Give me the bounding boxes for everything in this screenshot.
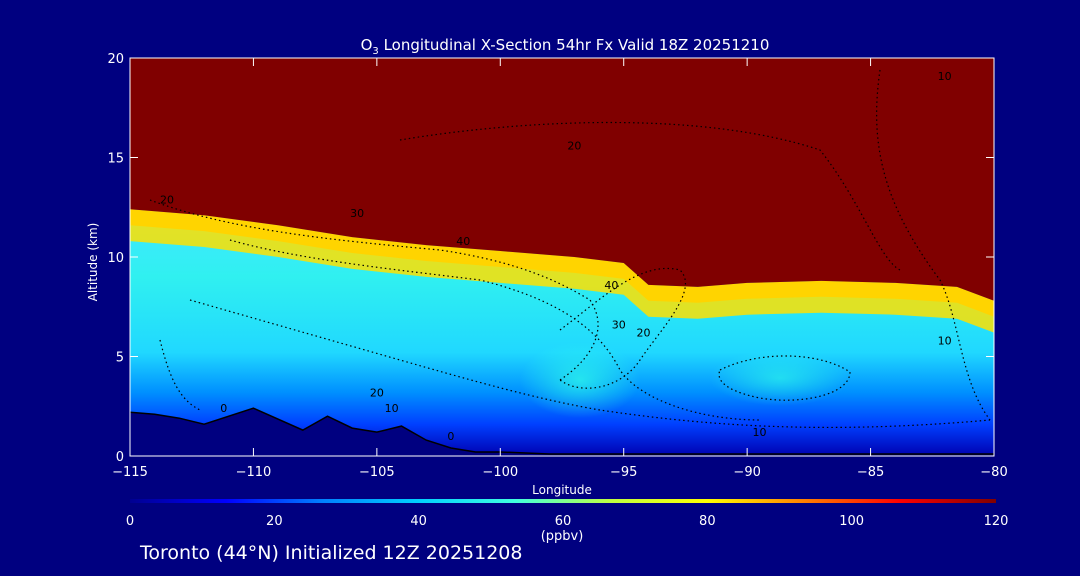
x-tick-label: −115 [112, 465, 148, 480]
contour-line [159, 339, 201, 411]
plot-field [130, 58, 994, 456]
y-axis-label: Altitude (km) [86, 223, 100, 302]
contour-label: 40 [456, 235, 470, 248]
x-tick-label: −80 [980, 465, 1007, 480]
contour-label: 30 [612, 319, 626, 332]
contour-label: 10 [938, 70, 952, 83]
stratospheric-high-ozone-region [130, 58, 994, 301]
x-tick-label: −85 [857, 465, 884, 480]
colorbar [130, 499, 996, 503]
x-tick-label: −100 [482, 465, 518, 480]
contour-line [559, 267, 687, 389]
x-tick-label: −110 [236, 465, 272, 480]
contour-line [718, 355, 851, 401]
colorbar-tick-label: 80 [699, 514, 716, 529]
x-tick-label: −105 [359, 465, 395, 480]
contour-label: 40 [604, 279, 618, 292]
dotted-contours [149, 69, 991, 429]
y-tick-label: 10 [107, 251, 124, 266]
y-tick-label: 20 [107, 52, 124, 67]
chart-title: O3 Longitudinal X-Section 54hr Fx Valid … [361, 36, 770, 57]
contour-label: 10 [752, 426, 766, 439]
colorbar-tick-label: 120 [984, 514, 1009, 529]
x-axis-label: Longitude [532, 483, 592, 497]
colorbar-tick-label: 40 [410, 514, 427, 529]
contour-label: 20 [636, 327, 650, 340]
contour-line [189, 299, 991, 429]
contour-label: 0 [447, 430, 454, 443]
colorbar-tick-label: 100 [839, 514, 864, 529]
terrain-mask [130, 408, 994, 456]
colorbar-ticks: 0 20 40 60 80 100 120 [126, 514, 1009, 529]
transition-band-yellow [130, 209, 994, 333]
contour-label: 30 [350, 207, 364, 220]
x-tick-label: −90 [733, 465, 760, 480]
y-tick-label: 15 [107, 152, 124, 167]
low-ozone-pocket [710, 350, 850, 406]
low-ozone-pocket [520, 342, 640, 418]
contour-label: 20 [567, 140, 581, 153]
contour-label: 10 [385, 402, 399, 415]
contour-label: 0 [220, 402, 227, 415]
footer-info: Toronto (44°N) Initialized 12Z 20251208 [140, 542, 523, 564]
colorbar-tick-label: 20 [266, 514, 283, 529]
contour-label: 20 [160, 193, 174, 206]
y-tick-label: 5 [116, 351, 124, 366]
y-tick-label: 0 [116, 450, 124, 465]
contour-label: 10 [938, 335, 952, 348]
contour-line [876, 69, 991, 421]
contour-label: 20 [370, 386, 384, 399]
x-axis: −115 −110 −105 −100 −95 −90 −85 −80 [112, 58, 1008, 480]
x-tick-label: −95 [610, 465, 637, 480]
y-axis: 0 5 10 15 20 [107, 52, 994, 465]
colorbar-tick-label: 0 [126, 514, 134, 529]
colorbar-tick-label: 60 [555, 514, 572, 529]
colorbar-unit-label: (ppbv) [541, 529, 584, 544]
